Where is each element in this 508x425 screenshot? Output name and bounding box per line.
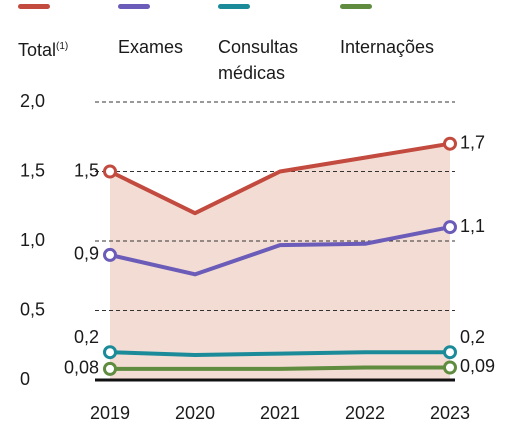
series-line [110,365,450,371]
x-tick-label: 2022 [345,403,385,423]
y-tick-label: 1,5 [20,160,45,180]
x-tick-label: 2023 [430,403,470,423]
legend-label: Exames [118,37,184,57]
area [110,143,450,380]
legend-item: Internações [340,4,435,60]
value-label: 0,2 [460,327,485,347]
value-label: 1,7 [460,132,485,152]
value-label: 0,09 [460,356,495,376]
legend-swatch [118,4,150,9]
legend-swatch [340,4,372,9]
x-tick-label: 2021 [260,403,300,423]
series-line [109,225,451,277]
legend-item: Consultas médicas [218,4,318,86]
value-label: 1,1 [460,216,485,236]
legend-label: Total [18,40,57,60]
value-label: 0,08 [64,358,99,378]
value-label: 1,5 [74,160,99,180]
point [103,164,117,179]
legend-item: Exames [118,4,184,60]
x-tick-label: 2019 [90,403,130,423]
legend-note: (1) [56,41,69,52]
value-label: 0,2 [74,327,99,347]
legend-swatch [18,4,50,9]
series-line [109,350,450,357]
x-tick-label: 2020 [175,403,215,423]
y-tick-label: 0,5 [20,299,45,319]
point [103,247,117,262]
point [103,345,117,360]
point [443,345,457,360]
legend-item: Total(1) [18,4,69,63]
y-tick-label: 1,0 [20,230,45,250]
point [443,136,457,151]
legend-label: Internações [340,37,435,57]
point [103,361,117,376]
legend-swatch [218,4,250,9]
series-line [109,141,451,216]
value-label: 0,9 [74,244,99,264]
point [443,360,457,375]
point [443,220,457,235]
y-tick-label: 0 [20,369,30,389]
legend-label: Consultas médicas [218,37,299,83]
y-tick-label: 2,0 [20,91,45,111]
